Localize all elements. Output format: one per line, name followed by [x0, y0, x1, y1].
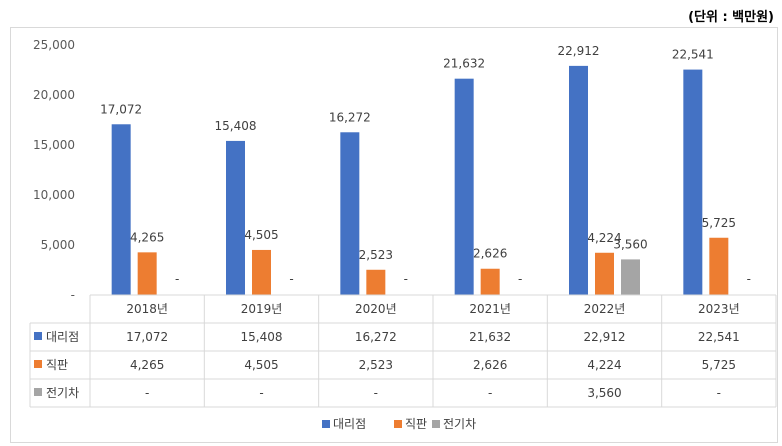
table-cell: - [717, 386, 721, 400]
legend-label: 전기차 [443, 417, 476, 431]
data-label: 3,560 [613, 237, 647, 251]
data-label: 22,541 [672, 48, 714, 62]
table-cell: 16,272 [355, 330, 397, 344]
table-cell: 17,072 [126, 330, 168, 344]
table-cell: 3,560 [587, 386, 621, 400]
category-label: 2023년 [698, 302, 740, 316]
data-label: 22,912 [558, 44, 600, 58]
table-cell: - [259, 386, 263, 400]
table-cell: - [145, 386, 149, 400]
bar-1-0 [137, 252, 157, 295]
legend-swatch-1 [394, 420, 402, 428]
category-label: 2022년 [584, 302, 626, 316]
y-tick-label: 25,000 [33, 38, 75, 52]
bar-1-2 [366, 269, 386, 295]
y-tick-label: 20,000 [33, 88, 75, 102]
bar-0-5 [683, 69, 703, 295]
bar-2-4 [621, 259, 640, 295]
data-label: - [289, 272, 293, 286]
bar-0-4 [569, 65, 588, 295]
data-label: 2,523 [359, 248, 393, 262]
unit-label: (단위 : 백만원) [688, 10, 774, 25]
table-cell: 5,725 [702, 358, 736, 372]
data-label: - [404, 272, 408, 286]
table-cell: - [374, 386, 378, 400]
table-cell: 4,505 [244, 358, 278, 372]
bar-1-3 [480, 268, 500, 295]
table-cell: - [488, 386, 492, 400]
table-legend-swatch-2 [34, 388, 42, 396]
table-cell: 21,632 [469, 330, 511, 344]
data-label: 15,408 [215, 119, 257, 133]
table-cell: 22,541 [698, 330, 740, 344]
bar-1-1 [252, 249, 271, 295]
data-label: 2,626 [473, 247, 507, 261]
data-label: 4,265 [130, 230, 164, 244]
y-tick-label: 10,000 [33, 188, 75, 202]
legend-label: 대리점 [333, 417, 366, 431]
data-label: 4,505 [244, 228, 278, 242]
bar-0-3 [454, 78, 474, 296]
data-label: 4,224 [587, 231, 621, 245]
table-cell: 22,912 [584, 330, 626, 344]
category-label: 2020년 [355, 302, 397, 316]
table-cell: 15,408 [241, 330, 283, 344]
bar-0-0 [111, 124, 131, 295]
data-label: - [175, 272, 179, 286]
table-series-name: 직판 [46, 358, 68, 372]
category-label: 2021년 [469, 302, 511, 316]
table-legend-swatch-0 [34, 332, 42, 340]
data-label: 17,072 [100, 102, 142, 116]
data-label: 5,725 [702, 216, 736, 230]
category-label: 2019년 [241, 302, 283, 316]
y-tick-label: 15,000 [33, 138, 75, 152]
bar-1-5 [709, 237, 729, 295]
category-label: 2018년 [126, 302, 168, 316]
table-cell: 2,626 [473, 358, 507, 372]
bar-1-4 [595, 252, 614, 295]
data-label: 21,632 [443, 57, 485, 71]
chart-frame [10, 27, 778, 443]
bar-0-2 [340, 132, 360, 295]
y-tick-label: 5,000 [41, 238, 75, 252]
table-cell: 4,224 [587, 358, 621, 372]
table-series-name: 전기차 [46, 386, 79, 400]
data-label: 16,272 [329, 110, 371, 124]
data-label: - [747, 272, 751, 286]
legend-swatch-0 [322, 420, 330, 428]
legend-swatch-2 [432, 420, 440, 428]
table-legend-swatch-1 [34, 360, 42, 368]
table-series-name: 대리점 [46, 330, 79, 344]
table-cell: 4,265 [130, 358, 164, 372]
data-label: - [518, 272, 522, 286]
table-cell: 2,523 [359, 358, 393, 372]
y-tick-label: - [71, 288, 75, 302]
bar-0-1 [226, 140, 245, 295]
legend-label: 직판 [405, 417, 427, 431]
